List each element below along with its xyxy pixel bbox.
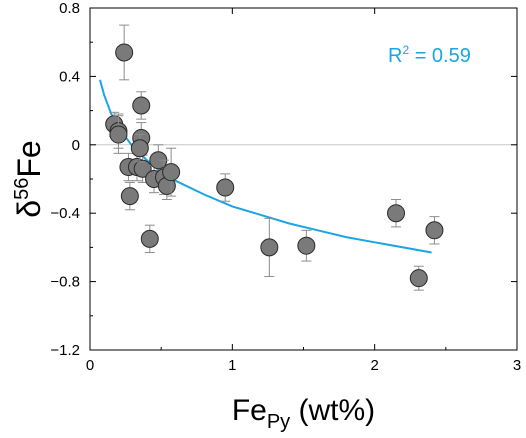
data-point: [409, 265, 428, 291]
data-point: [115, 24, 134, 81]
data-point-marker: [130, 139, 149, 158]
x-axis-label-unit: (wt%): [290, 394, 375, 427]
r-squared-value: = 0.59: [409, 45, 471, 67]
x-axis-label-main: Fe: [232, 394, 267, 427]
data-point-marker: [216, 178, 235, 197]
data-point-marker: [120, 187, 139, 206]
x-axis-label: FePy (wt%): [232, 394, 375, 433]
data-point: [387, 199, 406, 228]
y-tick-label: −0.8: [50, 274, 80, 291]
r-squared-annotation: R2 = 0.59: [388, 43, 471, 67]
data-point-marker: [132, 96, 151, 115]
y-axis-label-superscript: 56: [11, 178, 33, 200]
data-point-marker: [162, 163, 181, 182]
data-point-marker: [133, 159, 152, 178]
x-tick-label: 0: [86, 357, 94, 374]
y-tick-label: 0: [72, 137, 80, 154]
y-tick-label: −0.4: [50, 205, 80, 222]
data-point-marker: [387, 204, 406, 223]
data-point: [260, 217, 279, 277]
data-points-layer: [105, 24, 444, 291]
x-tick-label: 2: [370, 357, 378, 374]
data-point-marker: [260, 238, 279, 257]
data-point-marker: [109, 125, 128, 144]
r-squared-superscript: 2: [402, 43, 409, 57]
data-point-marker: [425, 221, 444, 240]
y-axis-label: δ56Fe: [11, 140, 47, 217]
data-point: [132, 91, 151, 120]
data-point-marker: [297, 236, 316, 255]
y-tick-label: −1.2: [50, 342, 80, 359]
data-point: [425, 216, 444, 245]
x-axis-label-subscript: Py: [267, 411, 290, 433]
data-point: [297, 229, 316, 262]
ticks-layer: 0 1 2 3 0.8 0.4 0 −0.4 −0.8 −1.2: [50, 0, 521, 374]
data-point: [162, 147, 181, 197]
data-point: [133, 154, 152, 183]
data-point: [140, 224, 159, 254]
data-point: [130, 134, 149, 163]
data-point: [120, 181, 139, 211]
x-tick-label: 3: [513, 357, 521, 374]
data-point: [216, 173, 235, 202]
r-squared-symbol: R: [388, 45, 402, 67]
data-point-marker: [409, 269, 428, 288]
data-point: [109, 115, 128, 154]
y-tick-label: 0.8: [59, 0, 80, 17]
data-point-marker: [115, 43, 134, 62]
data-point-marker: [140, 229, 159, 248]
y-tick-label: 0.4: [59, 68, 80, 85]
y-axis-label-delta: δ: [11, 200, 47, 218]
y-axis-label-element: Fe: [11, 140, 47, 177]
x-tick-label: 1: [228, 357, 236, 374]
